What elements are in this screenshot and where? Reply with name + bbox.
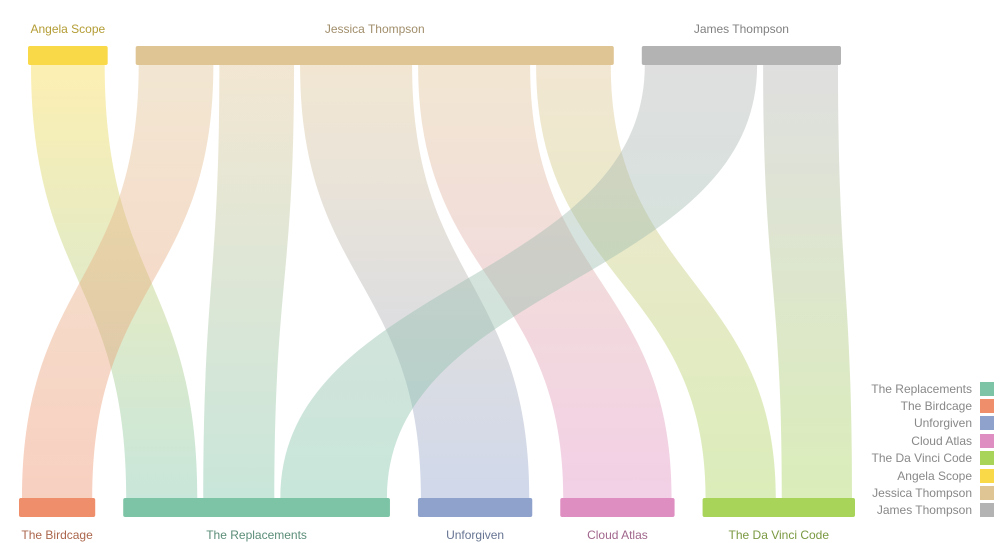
legend-item[interactable]: Cloud Atlas: [794, 432, 994, 449]
target-label-the-replacements: The Replacements: [206, 528, 307, 542]
link-jessica-thompson-to-unforgiven[interactable]: [300, 65, 530, 498]
legend-swatch: [980, 468, 994, 483]
target-node-the-replacements[interactable]: [123, 498, 390, 517]
legend-label: James Thompson: [876, 503, 972, 518]
legend-item[interactable]: The Da Vinci Code: [794, 450, 994, 467]
legend-label: Angela Scope: [897, 468, 972, 483]
legend-label: Jessica Thompson: [872, 486, 972, 501]
source-label-james-thompson: James Thompson: [694, 22, 789, 36]
link-jessica-thompson-to-the-da-vinci-code[interactable]: [536, 65, 776, 498]
source-label-angela-scope: Angela Scope: [30, 22, 105, 36]
legend-label: Unforgiven: [913, 416, 972, 431]
legend-item[interactable]: Jessica Thompson: [794, 484, 994, 501]
legend-label: The Da Vinci Code: [871, 451, 973, 466]
link-layer: [22, 65, 852, 498]
target-label-the-birdcage: The Birdcage: [21, 528, 93, 542]
link-jessica-thompson-to-the-birdcage[interactable]: [22, 65, 214, 498]
legend-swatch: [980, 451, 994, 466]
legend-item[interactable]: The Replacements: [794, 380, 994, 397]
source-node-angela-scope[interactable]: [28, 46, 108, 65]
target-label-unforgiven: Unforgiven: [446, 528, 504, 542]
source-node-james-thompson[interactable]: [641, 46, 841, 65]
legend-swatch: [980, 486, 994, 501]
legend-swatch: [980, 399, 994, 414]
legend-swatch: [980, 503, 994, 518]
legend-item[interactable]: James Thompson: [794, 502, 994, 519]
legend: The Replacements The Birdcage Unforgiven…: [794, 380, 994, 519]
legend-label: Cloud Atlas: [911, 433, 972, 448]
target-node-cloud-atlas[interactable]: [560, 498, 675, 517]
target-node-unforgiven[interactable]: [417, 498, 533, 517]
target-label-the-da-vinci-code: The Da Vinci Code: [729, 528, 830, 542]
label-layer: Angela Scope Jessica Thompson James Thomps…: [21, 22, 829, 542]
source-node-jessica-thompson[interactable]: [135, 46, 614, 65]
target-label-cloud-atlas: Cloud Atlas: [587, 528, 648, 542]
legend-label: The Replacements: [871, 381, 972, 396]
link-james-thompson-to-the-da-vinci-code[interactable]: [763, 65, 852, 498]
legend-item[interactable]: Unforgiven: [794, 415, 994, 432]
legend-item[interactable]: The Birdcage: [794, 397, 994, 414]
legend-swatch: [980, 433, 994, 448]
source-label-jessica-thompson: Jessica Thompson: [325, 22, 425, 36]
target-node-the-birdcage[interactable]: [19, 498, 96, 517]
link-james-thompson-to-the-replacements[interactable]: [280, 65, 758, 498]
legend-label: The Birdcage: [900, 399, 972, 414]
node-layer: [19, 46, 855, 517]
link-jessica-thompson-to-the-replacements[interactable]: [203, 65, 295, 498]
legend-swatch: [980, 416, 994, 431]
legend-item[interactable]: Angela Scope: [794, 467, 994, 484]
legend-swatch: [980, 381, 994, 396]
target-node-the-da-vinci-code[interactable]: [702, 498, 855, 517]
